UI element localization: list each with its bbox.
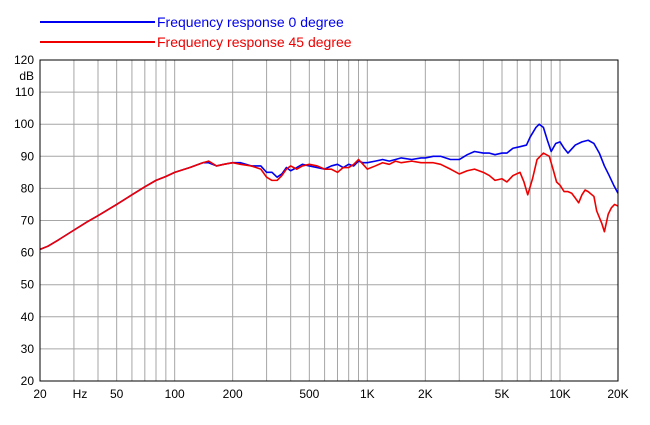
tick-labels: 20 30 40 50 60 70 80 90 100 110 120 20 50 100 200 500 1K… [14,53,629,401]
y-tick-label: 60 [21,246,35,260]
x-tick-label: 100 [165,387,185,401]
y-tick-label: 40 [21,310,35,324]
x-tick-label: 1K [360,387,375,401]
y-unit-label: dB [19,69,34,83]
series-layer [39,123,619,251]
x-tick-label: 50 [110,387,124,401]
y-tick-label: 80 [21,181,35,195]
y-tick-label: 90 [21,149,35,163]
y-tick-label: 20 [21,374,35,388]
grid [40,60,618,381]
x-tick-label: 10K [549,387,570,401]
legend-label-0deg: Frequency response 0 degree [157,14,344,30]
y-tick-label: 70 [21,214,35,228]
x-tick-label: 5K [495,387,510,401]
y-tick-label: 30 [21,342,35,356]
x-tick-label: 500 [299,387,319,401]
y-tick-label: 50 [21,278,35,292]
y-tick-label: 110 [15,85,34,99]
series-line-45deg [39,152,619,251]
x-unit-label: Hz [73,387,88,401]
x-tick-label: 200 [223,387,243,401]
legend-label-45deg: Frequency response 45 degree [157,34,352,50]
x-tick-label: 20K [607,387,628,401]
legend: Frequency response 0 degree Frequency re… [40,14,352,50]
x-tick-label: 2K [418,387,433,401]
y-tick-label: 120 [14,53,34,67]
series-line-0deg [39,123,619,251]
plot-frame [39,59,619,382]
x-tick-label: 20 [33,387,47,401]
y-tick-label: 100 [14,117,34,131]
